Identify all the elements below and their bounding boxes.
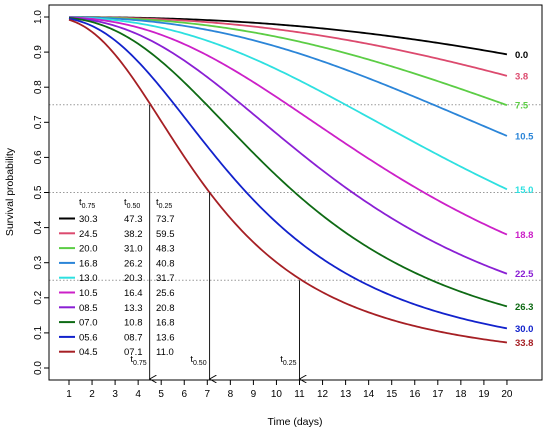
curve-labels: 0.0 3.8 7.5 10.5 15.0 18.8 22.5 26.3 30.0 33.8 — [515, 50, 534, 349]
table-cell: 38.2 — [124, 229, 143, 240]
x-tick-label: 5 — [158, 389, 164, 400]
y-tick-label: 0.8 — [33, 80, 44, 94]
series-label-22.5: 22.5 — [515, 269, 534, 280]
table-cell: 31.7 — [156, 273, 175, 284]
y-tick-label: 0.0 — [33, 361, 44, 375]
table-cell: 13.6 — [156, 332, 175, 343]
table-cell: 47.3 — [124, 214, 143, 225]
series-label-26.3: 26.3 — [515, 302, 534, 313]
table-header: t0.75 — [79, 197, 95, 210]
table-cell: 13.0 — [79, 273, 98, 284]
y-tick-label: 0.7 — [33, 115, 44, 129]
series-label-33.8: 33.8 — [515, 338, 534, 349]
series-line-15.0 — [68, 16, 508, 191]
table-cell: 20.0 — [79, 244, 98, 255]
table-cell: 20.3 — [124, 273, 143, 284]
table-cell: 07.0 — [79, 318, 98, 329]
series-line-30.0 — [68, 17, 508, 330]
table-cell: 40.8 — [156, 258, 175, 269]
quantile-table: t0.75 t0.50 t0.25 30.3 47.3 73.7 24.5 38.2 59.5 2… — [59, 197, 175, 358]
series-line-7.5 — [68, 16, 508, 107]
y-tick-label: 0.4 — [33, 220, 44, 234]
x-tick-label: 18 — [455, 389, 467, 400]
series-line-26.3 — [68, 16, 508, 308]
series-line-33.8 — [68, 18, 508, 344]
y-tick-label: 1.0 — [33, 10, 44, 24]
x-tick-label: 2 — [89, 389, 95, 400]
series-label-10.5: 10.5 — [515, 131, 534, 142]
x-tick-label: 6 — [181, 389, 187, 400]
x-tick-label: 8 — [228, 389, 234, 400]
series-label-3.8: 3.8 — [515, 71, 528, 82]
series-line-18.8 — [68, 16, 508, 236]
y-axis: 0.0 0.1 0.2 0.3 0.4 0.5 0.6 0.7 0.8 0.9 1.0 — [33, 10, 50, 375]
x-tick-label: 11 — [294, 389, 305, 400]
y-tick-label: 0.2 — [33, 290, 44, 304]
x-tick-label: 14 — [363, 389, 375, 400]
table-cell: 16.4 — [124, 288, 143, 299]
series-line-22.5 — [68, 16, 508, 275]
x-tick-label: 17 — [432, 389, 444, 400]
x-tick-label: 10 — [271, 389, 283, 400]
table-cell: 59.5 — [156, 229, 175, 240]
y-axis-title: Survival probability — [4, 147, 16, 236]
x-tick-label: 13 — [340, 389, 352, 400]
series-line-10.5 — [68, 16, 508, 137]
x-tick-label: 1 — [66, 389, 72, 400]
x-tick-label: 3 — [112, 389, 118, 400]
table-cell: 48.3 — [156, 244, 175, 255]
y-tick-label: 0.9 — [33, 45, 44, 59]
x-tick-label: 16 — [409, 389, 421, 400]
table-cell: 08.7 — [124, 332, 143, 343]
table-cell: 30.3 — [79, 214, 98, 225]
table-cell: 73.7 — [156, 214, 175, 225]
table-cell: 16.8 — [156, 318, 175, 329]
y-tick-label: 0.3 — [33, 255, 44, 269]
table-cell: 05.6 — [79, 332, 98, 343]
series-label-18.8: 18.8 — [515, 230, 534, 241]
table-header: t0.25 — [156, 197, 172, 210]
arrow-label: t0.25 — [280, 354, 296, 367]
x-tick-label: 15 — [386, 389, 398, 400]
table-header: t0.50 — [124, 197, 140, 210]
table-cell: 13.3 — [124, 303, 143, 314]
table-cell: 07.1 — [124, 347, 143, 358]
table-cell: 10.8 — [124, 318, 143, 329]
x-axis: 1 2 3 4 5 6 7 8 9 10 11 12 13 14 15 16 17 18 19 20 — [66, 379, 513, 400]
table-cell: 25.6 — [156, 288, 175, 299]
x-tick-label: 4 — [135, 389, 141, 400]
y-tick-label: 0.5 — [33, 185, 44, 199]
y-tick-label: 0.1 — [33, 326, 44, 340]
table-cell: 08.5 — [79, 303, 98, 314]
table-cell: 04.5 — [79, 347, 98, 358]
table-cell: 26.2 — [124, 258, 143, 269]
series-label-15.0: 15.0 — [515, 185, 534, 196]
x-axis-title: Time (days) — [267, 416, 322, 428]
x-tick-label: 9 — [251, 389, 257, 400]
y-tick-label: 0.6 — [33, 150, 44, 164]
series-label-7.5: 7.5 — [515, 101, 529, 112]
x-tick-label: 12 — [317, 389, 329, 400]
survival-curves — [68, 16, 508, 344]
x-tick-label: 20 — [501, 389, 513, 400]
table-cell: 24.5 — [79, 229, 98, 240]
series-label-0.0: 0.0 — [515, 50, 528, 61]
x-tick-label: 7 — [205, 389, 211, 400]
x-tick-label: 19 — [478, 389, 490, 400]
table-cell: 16.8 — [79, 258, 98, 269]
series-label-30.0: 30.0 — [515, 324, 534, 335]
arrow-label: t0.50 — [190, 354, 206, 367]
table-cell: 11.0 — [156, 347, 174, 358]
table-cell: 20.8 — [156, 303, 175, 314]
table-cell: 10.5 — [79, 288, 98, 299]
table-cell: 31.0 — [124, 244, 143, 255]
